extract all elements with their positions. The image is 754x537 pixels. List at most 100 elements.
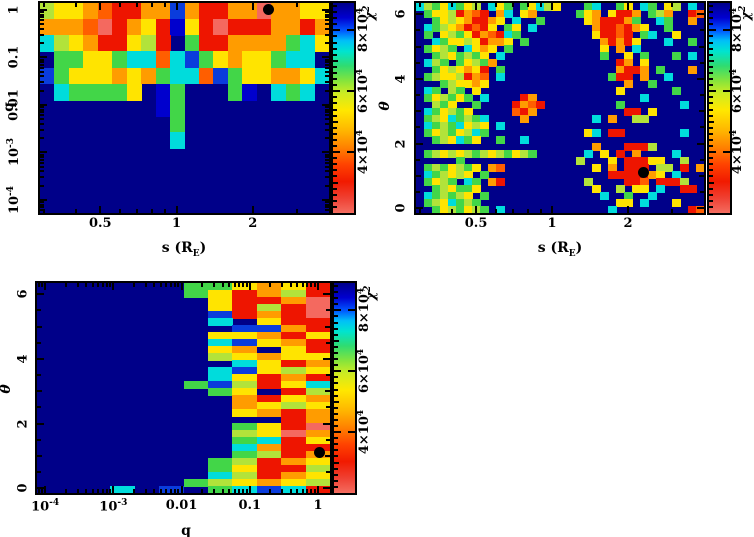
colorbar-tick xyxy=(333,133,337,135)
heatmap-cell xyxy=(170,67,186,85)
heatmap-cell xyxy=(584,150,593,158)
heatmap-cell xyxy=(464,38,473,46)
colorbar-tick xyxy=(333,188,337,190)
heatmap-cell xyxy=(504,38,513,46)
colorbar-tick xyxy=(334,401,339,403)
tick-mark xyxy=(314,489,316,493)
colorbar-tick xyxy=(334,462,339,464)
heatmap-cell xyxy=(281,360,307,368)
heatmap-cell xyxy=(616,129,625,137)
tick-mark xyxy=(697,143,704,145)
colorbar-tick xyxy=(348,431,355,433)
heatmap-cell xyxy=(584,178,593,186)
heatmap-cell xyxy=(232,325,258,333)
label-text: 2 xyxy=(15,419,31,429)
heatmap-cell xyxy=(496,52,505,60)
heatmap-cell xyxy=(305,472,330,480)
heatmap-cell xyxy=(281,416,307,424)
heatmap-cell xyxy=(83,83,99,101)
heatmap-cell xyxy=(480,38,489,46)
colorbar-tick xyxy=(709,206,713,208)
heatmap-cell xyxy=(608,17,617,25)
heatmap-cell xyxy=(207,318,233,326)
heatmap-cell xyxy=(271,19,287,36)
heatmap-cell xyxy=(464,192,473,200)
tick-mark xyxy=(325,75,329,77)
heatmap-cell xyxy=(432,150,441,158)
heatmap-cell xyxy=(68,67,84,85)
colorbar-tick xyxy=(709,60,714,62)
tick-mark xyxy=(451,209,453,213)
heatmap-cell xyxy=(256,290,282,298)
tick-mark xyxy=(222,283,224,287)
heatmap-cell xyxy=(305,381,330,389)
colorbar-tick xyxy=(333,163,337,165)
heatmap-cell xyxy=(688,66,697,74)
heatmap-cell xyxy=(456,199,465,207)
heatmap-cell xyxy=(624,178,633,186)
heatmap-cell xyxy=(472,178,481,186)
heatmap-cell xyxy=(281,423,307,431)
heatmap-cell xyxy=(256,465,282,473)
colorbar-tick xyxy=(333,109,337,111)
tick-mark xyxy=(40,90,44,92)
heatmap-cell xyxy=(456,87,465,95)
heatmap-cell xyxy=(672,171,681,179)
heatmap-cell xyxy=(456,129,465,137)
heatmap-cell xyxy=(54,83,70,101)
tick-mark xyxy=(160,283,162,287)
colorbar-tick xyxy=(347,90,354,92)
colorbar-tick xyxy=(334,285,338,287)
heatmap-cell xyxy=(83,3,99,20)
x-tick-label: 2 xyxy=(248,216,257,231)
tick-mark xyxy=(627,206,629,213)
heatmap-cell xyxy=(496,206,505,213)
heatmap-cell xyxy=(184,51,200,69)
heatmap-cell xyxy=(616,66,625,74)
tick-mark xyxy=(41,489,43,493)
tick-mark xyxy=(40,19,44,21)
heatmap-cell xyxy=(608,31,617,39)
tick-mark xyxy=(38,283,40,287)
label-text: 2 xyxy=(623,216,633,231)
colorbar-tick xyxy=(334,486,338,488)
tick-mark xyxy=(97,283,99,287)
tick-mark xyxy=(252,206,254,213)
colorbar-tick xyxy=(709,121,714,123)
colorbar-tick xyxy=(709,182,714,184)
tick-mark xyxy=(164,209,166,213)
tick-mark xyxy=(627,3,629,10)
heatmap-cell xyxy=(616,185,625,193)
heatmap-cell xyxy=(504,3,513,11)
heatmap-cell xyxy=(213,19,229,36)
tick-mark xyxy=(201,283,203,287)
heatmap-cell xyxy=(213,3,229,20)
heatmap-cell xyxy=(207,465,233,473)
colorbar-tick xyxy=(709,115,713,117)
colorbar-tick xyxy=(709,139,713,141)
tick-mark xyxy=(697,78,704,80)
heatmap-cell xyxy=(552,3,561,11)
heatmap-cell xyxy=(54,3,70,20)
colorbar-tick xyxy=(334,449,338,451)
heatmap-cell xyxy=(281,304,307,312)
tick-mark xyxy=(109,283,111,287)
heatmap-cell xyxy=(592,10,601,18)
heatmap-cell xyxy=(281,311,307,319)
colorbar-tick xyxy=(333,127,337,129)
tick-mark xyxy=(40,114,44,116)
colorbar-tick xyxy=(333,17,337,19)
tick-mark xyxy=(65,489,67,493)
colorbar-tick xyxy=(334,480,338,482)
tick-mark xyxy=(44,486,46,493)
heatmap-cell xyxy=(281,486,307,493)
colorbar-tick xyxy=(333,157,337,159)
tick-mark xyxy=(416,62,420,64)
tick-mark xyxy=(102,489,104,493)
heatmap-cell xyxy=(472,136,481,144)
tick-mark xyxy=(325,170,329,172)
tick-mark xyxy=(112,283,114,290)
heatmap-cell xyxy=(480,94,489,102)
heatmap-cell xyxy=(688,38,697,46)
